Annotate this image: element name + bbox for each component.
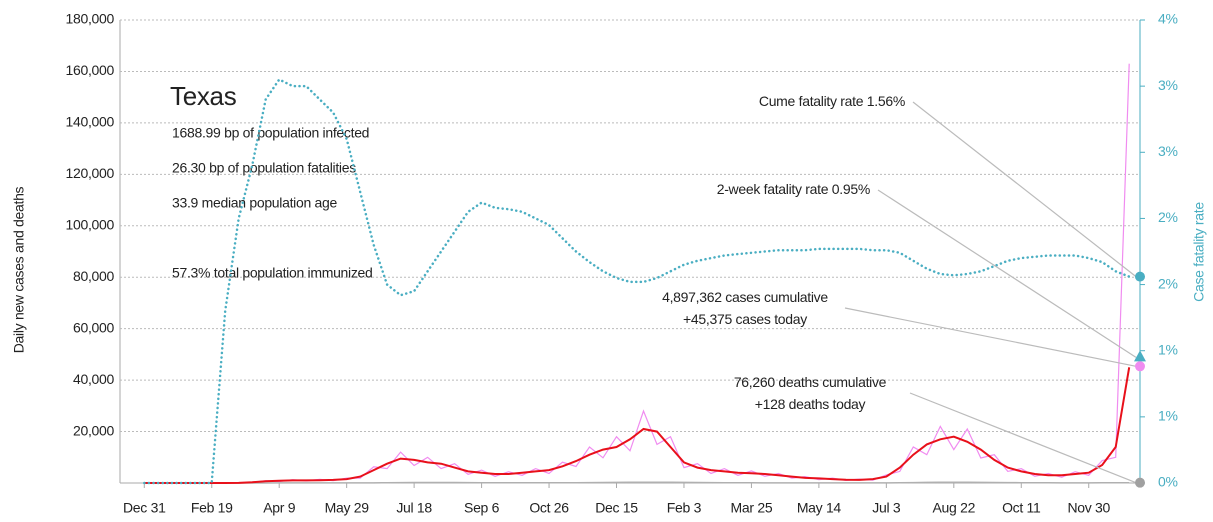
marker xyxy=(1135,271,1145,282)
annotation: Cume fatality rate 1.56% xyxy=(759,93,905,109)
y2-tick-label: 0% xyxy=(1158,474,1178,490)
annotation-line: +45,375 cases today xyxy=(683,311,807,327)
info-line: 26.30 bp of population fatalities xyxy=(172,160,356,176)
y-tick-label: 180,000 xyxy=(65,11,114,27)
x-tick-label: Oct 11 xyxy=(1002,500,1041,516)
y-axis-label: Daily new cases and deaths xyxy=(11,186,27,353)
leader-line xyxy=(877,189,1137,358)
y2-tick-label: 2% xyxy=(1158,275,1178,291)
y-tick-label: 20,000 xyxy=(73,422,115,438)
leader-line xyxy=(912,101,1137,278)
x-tick-label: Dec 31 xyxy=(123,500,166,516)
series-line xyxy=(144,481,1130,484)
y-tick-label: 40,000 xyxy=(73,371,115,387)
y-tick-label: 80,000 xyxy=(73,268,115,284)
marker xyxy=(1134,350,1146,362)
y2-axis-label: Case fatality rate xyxy=(1191,202,1207,302)
x-tick-label: May 14 xyxy=(797,500,842,516)
marker xyxy=(1135,361,1145,372)
info-line: 57.3% total population immunized xyxy=(172,265,373,281)
y-tick-label: 60,000 xyxy=(73,319,115,335)
series-line xyxy=(144,367,1131,484)
x-tick-label: Aug 22 xyxy=(933,500,976,516)
leader-line xyxy=(844,307,1137,367)
annotation-line: 2-week fatality rate 0.95% xyxy=(717,181,870,197)
series-line xyxy=(143,77,1131,485)
annotation: 4,897,362 cases cumulative +45,375 cases … xyxy=(662,289,828,327)
leader-line xyxy=(909,392,1137,484)
annotation-line: 76,260 deaths cumulative xyxy=(734,374,887,390)
annotation: 2-week fatality rate 0.95% xyxy=(717,181,870,197)
annotation-line: Cume fatality rate 1.56% xyxy=(759,93,905,109)
annotation: 76,260 deaths cumulative +128 deaths toda… xyxy=(734,374,887,412)
annotation-line: +128 deaths today xyxy=(755,396,866,412)
y2-tick-label: 3% xyxy=(1158,143,1178,159)
info-line: 1688.99 bp of population infected xyxy=(172,125,369,141)
y-tick-label: 100,000 xyxy=(65,216,114,232)
x-tick-label: Jul 3 xyxy=(872,500,901,516)
x-tick-label: Mar 25 xyxy=(731,500,773,516)
y2-tick-label: 1% xyxy=(1158,408,1178,424)
y2-tick-label: 4% xyxy=(1158,11,1178,27)
y2-tick-label: 2% xyxy=(1158,209,1178,225)
info-title: Texas xyxy=(170,81,237,111)
y-tick-label: 160,000 xyxy=(65,62,114,78)
info-line: 33.9 median population age xyxy=(172,195,338,211)
x-tick-label: Jul 18 xyxy=(396,500,432,516)
x-tick-label: Oct 26 xyxy=(529,500,569,516)
x-tick-label: May 29 xyxy=(325,500,370,516)
annotation-line: 4,897,362 cases cumulative xyxy=(662,289,828,305)
marker xyxy=(1135,477,1145,488)
x-tick-label: Apr 9 xyxy=(263,500,295,516)
x-tick-label: Dec 15 xyxy=(595,500,638,516)
y-tick-label: 140,000 xyxy=(65,114,114,130)
x-tick-label: Nov 30 xyxy=(1067,500,1110,516)
x-tick-label: Feb 3 xyxy=(667,500,702,516)
x-tick-label: Feb 19 xyxy=(191,500,233,516)
y-tick-label: 120,000 xyxy=(65,165,114,181)
x-tick-label: Sep 6 xyxy=(464,500,500,516)
y2-tick-label: 3% xyxy=(1158,77,1178,93)
y2-tick-label: 1% xyxy=(1158,341,1178,357)
